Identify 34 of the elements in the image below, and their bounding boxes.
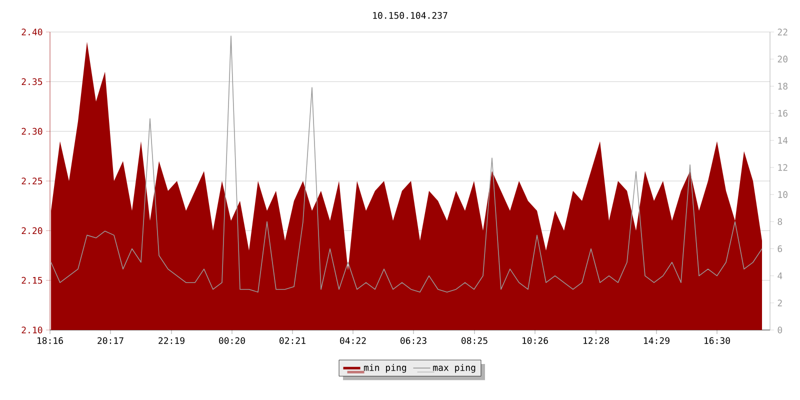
y2-tick-label: 8 [778,218,782,226]
x-tick-label: 16:30 [704,337,730,344]
legend-label: max ping [433,364,476,373]
y2-tick-label: 14 [778,137,788,144]
y2-tick-label: 22 [778,28,788,36]
x-tick-label: 08:25 [462,337,488,344]
y2-tick-label: 18 [778,82,788,90]
x-tick-label: 22:19 [158,337,184,344]
y2-tick-label: 6 [778,245,782,252]
y2-tick-label: 10 [778,191,788,198]
y2-tick-label: 0 [778,326,782,334]
x-tick-label: 10:26 [522,337,548,344]
y-tick-label: 2.20 [22,227,42,234]
y2-tick-label: 16 [778,110,788,117]
x-tick-label: 02:21 [280,337,306,344]
y2-tick-label: 2 [778,300,782,306]
chart-title: 10.150.104.237 [373,12,448,19]
legend-label: min ping [364,364,406,373]
y-tick-label: 2.30 [22,128,42,135]
y-tick-label: 2.35 [22,78,42,86]
x-tick-label: 18:16 [38,337,63,344]
y-tick-label: 2.15 [22,276,42,284]
x-tick-label: 20:17 [98,337,124,344]
x-tick-label: 04:22 [340,337,366,344]
x-tick-label: 00:20 [219,337,245,344]
y-tick-label: 2.10 [22,326,42,334]
y2-tick-label: 20 [778,56,788,62]
x-tick-label: 12:28 [584,337,609,344]
x-tick-label: 14:29 [644,337,670,344]
y-tick-label: 2.40 [22,28,42,36]
y-tick-label: 2.25 [22,178,42,184]
y2-tick-label: 12 [778,164,788,171]
y2-tick-label: 4 [778,272,782,280]
x-tick-label: 06:23 [400,337,426,344]
